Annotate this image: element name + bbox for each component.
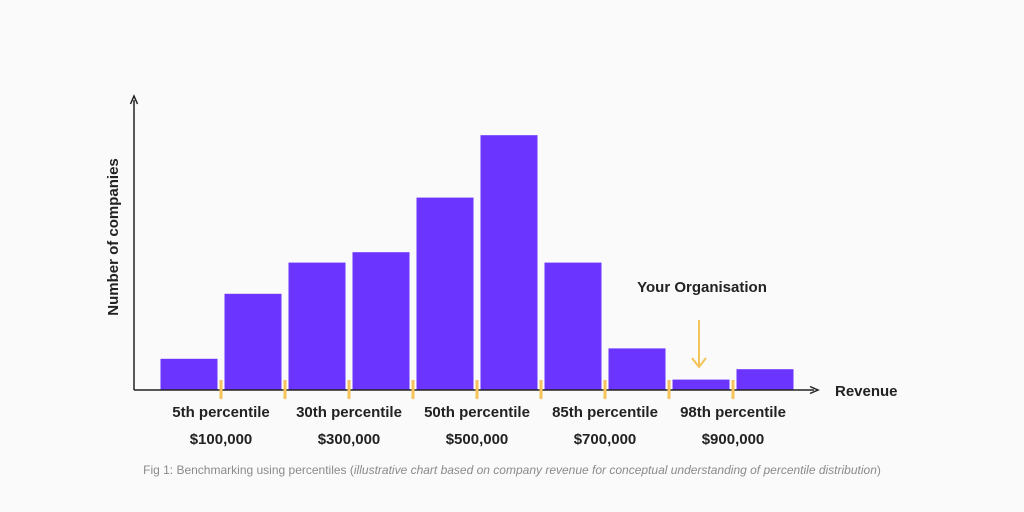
tick-label-percentile: 85th percentile	[552, 404, 658, 421]
histogram-bar	[288, 262, 346, 390]
histogram-bar	[608, 348, 666, 390]
tick-label-percentile: 50th percentile	[424, 404, 530, 421]
x-axis-arrow-icon	[809, 385, 820, 395]
tick-label-percentile: 30th percentile	[296, 404, 402, 421]
tick-label-revenue: $700,000	[574, 431, 637, 448]
y-axis-arrow-icon	[129, 94, 139, 105]
caption-italic: illustrative chart based on company reve…	[353, 463, 877, 477]
tick-label-revenue: $500,000	[446, 431, 509, 448]
down-arrow-icon	[691, 357, 707, 369]
histogram-bar	[224, 293, 282, 390]
figure-caption: Fig 1: Benchmarking using percentiles (i…	[0, 463, 1024, 477]
histogram-bar	[544, 262, 602, 390]
caption-suffix: )	[876, 463, 881, 477]
histogram-bar	[736, 369, 794, 390]
x-axis-label: Revenue	[835, 383, 898, 400]
histogram-bar	[672, 379, 730, 390]
histogram-bar	[352, 252, 410, 390]
y-axis-label: Number of companies	[105, 158, 122, 316]
tick-label-revenue: $900,000	[702, 431, 765, 448]
caption-prefix: Fig 1: Benchmarking using percentiles (	[143, 463, 354, 477]
tick-label-percentile: 98th percentile	[680, 404, 786, 421]
tick-label-revenue: $100,000	[190, 431, 253, 448]
histogram-bar	[480, 135, 538, 390]
tick-label-percentile: 5th percentile	[172, 404, 270, 421]
annotation-text: Your Organisation	[637, 279, 767, 296]
tick-label-revenue: $300,000	[318, 431, 381, 448]
histogram-bar	[160, 358, 218, 390]
histogram-bar	[416, 197, 474, 390]
